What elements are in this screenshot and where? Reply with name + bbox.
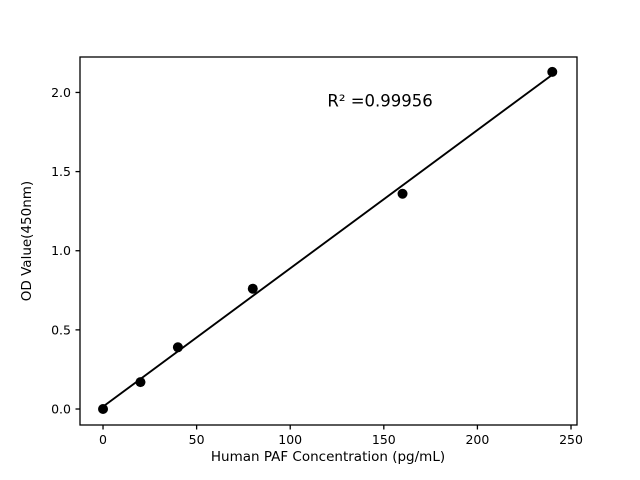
x-tick-label: 100 <box>278 432 302 447</box>
x-tick-label: 150 <box>372 432 396 447</box>
data-point <box>397 188 408 199</box>
x-tick-label: 200 <box>465 432 489 447</box>
plot-area <box>79 56 578 426</box>
x-tick-label: 50 <box>189 432 205 447</box>
y-tick-label: 2.0 <box>51 85 71 100</box>
data-point <box>247 283 258 294</box>
x-tick-label: 0 <box>99 432 107 447</box>
y-tick-label: 0.0 <box>51 402 71 417</box>
y-tick-label: 0.5 <box>51 322 71 337</box>
x-tick-label: 250 <box>559 432 583 447</box>
x-axis-label: Human PAF Concentration (pg/mL) <box>211 449 445 465</box>
y-tick-label: 1.0 <box>51 243 71 258</box>
data-point <box>547 66 558 77</box>
data-point <box>135 377 146 388</box>
data-point <box>172 342 183 353</box>
y-axis-label: OD Value(450nm) <box>19 181 35 301</box>
data-point <box>98 404 109 415</box>
y-tick-label: 1.5 <box>51 164 71 179</box>
data-marks <box>98 66 558 415</box>
r-squared-annotation: R² =0.99956 <box>327 92 432 111</box>
axis-ticks: 0 50 100 150 200 250 0.0 0.5 1.0 1.5 2.0 <box>51 85 583 447</box>
fit-line <box>102 73 553 408</box>
